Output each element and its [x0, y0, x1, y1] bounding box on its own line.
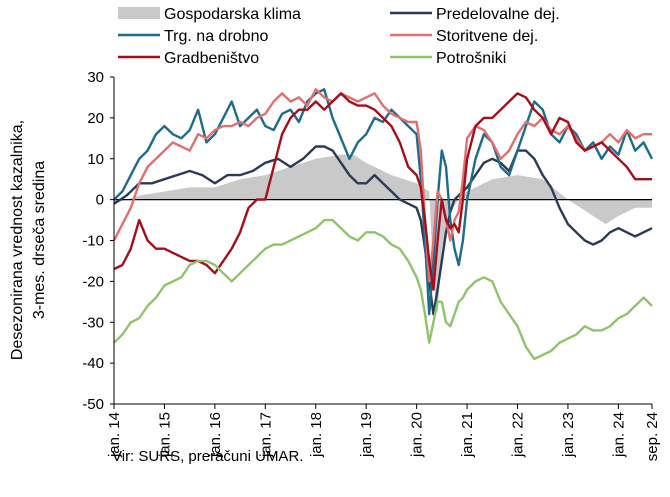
series-line-potrosniki: [113, 218, 653, 361]
legend: Gospodarska klima Predelovalne dej. Trg. n…: [118, 6, 560, 67]
plot-area: [112, 88, 654, 361]
series-line-gradbenistvo: [113, 92, 652, 291]
y-tick-label: -20: [82, 273, 104, 290]
legend-item-potrosniki: Potrošniki: [390, 50, 506, 67]
y-axis: -50 -40 -30 -20 -10 0 10 20 30: [82, 69, 115, 413]
legend-label: Predelovalne dej.: [436, 6, 560, 23]
legend-label: Trg. na drobno: [164, 28, 268, 45]
series-line-storitvene-dej: [112, 88, 652, 283]
x-tick-label: jan. 19: [358, 412, 375, 458]
x-axis: jan. 14 jan. 15 jan. 16 jan. 17 jan. 18 jan. …: [106, 403, 661, 461]
y-tick-label: -50: [82, 396, 104, 413]
y-tick-label: -30: [82, 314, 104, 331]
x-tick-label: jan. 23: [560, 412, 577, 458]
x-tick-label: jan. 20: [409, 412, 426, 458]
y-tick-label: 0: [96, 192, 104, 209]
y-tick-label: -40: [82, 355, 104, 372]
legend-label: Potrošniki: [436, 50, 506, 67]
legend-item-gospodarska-klima: Gospodarska klima: [118, 6, 301, 23]
y-tick-label: 10: [87, 151, 104, 168]
x-tick-label: sep. 24: [644, 412, 661, 461]
legend-item-predelovalne-dej: Predelovalne dej.: [390, 6, 560, 23]
legend-item-trg-na-drobno: Trg. na drobno: [118, 28, 268, 45]
legend-swatch: [118, 7, 160, 19]
source-note: Vir: SURS, preračuni UMAR.: [112, 448, 304, 465]
legend-label: Gradbeništvo: [164, 50, 259, 67]
y-tick-label: 20: [87, 110, 104, 127]
y-axis-title-line1: Desezonirana vrednost kazalnika,: [9, 120, 26, 360]
x-tick-label: jan. 24: [610, 412, 627, 458]
legend-label: Storitvene dej.: [436, 28, 538, 45]
y-axis-title-line2: 3-mes. drseča sredina: [31, 161, 48, 319]
x-tick-label: jan. 14: [106, 412, 123, 458]
x-tick-label: jan. 21: [459, 412, 476, 458]
x-tick-label: jan. 22: [510, 412, 527, 458]
y-tick-label: -10: [82, 233, 104, 250]
y-tick-label: 30: [87, 69, 104, 86]
x-tick-label: jan. 16: [207, 412, 224, 458]
legend-label: Gospodarska klima: [164, 6, 301, 23]
x-tick-label: jan. 17: [257, 412, 274, 458]
legend-item-storitvene-dej: Storitvene dej.: [390, 28, 538, 45]
x-tick-label: jan. 15: [156, 412, 173, 458]
series-line-trg-na-drobno: [113, 88, 654, 316]
x-tick-label: jan. 18: [308, 412, 325, 458]
legend-item-gradbenistvo: Gradbeništvo: [118, 50, 259, 67]
series-area-gospodarska-klima: [114, 154, 652, 315]
